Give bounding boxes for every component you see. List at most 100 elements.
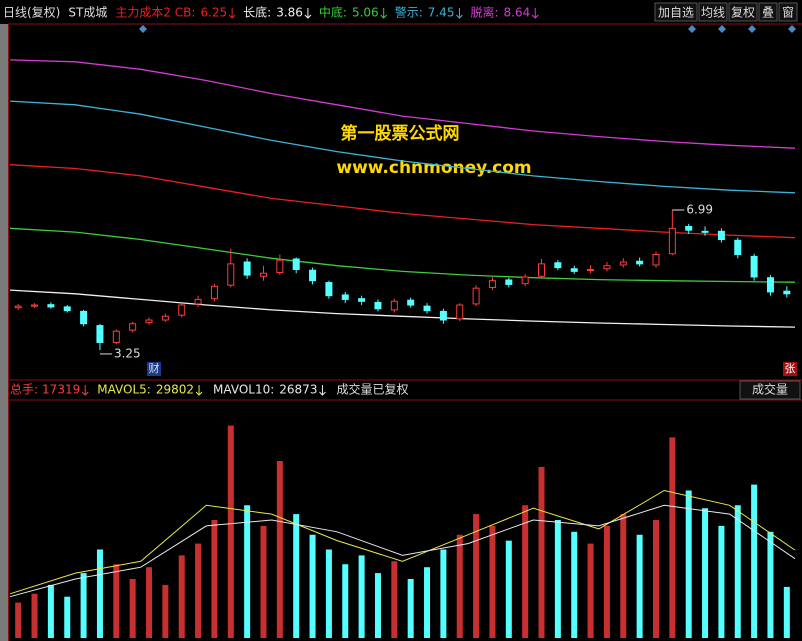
legend-text: 7.45 [428, 6, 455, 20]
arrow-icon [228, 8, 236, 19]
toolbar-button[interactable] [728, 2, 758, 22]
volume-bar [538, 466, 545, 638]
volume-bar [636, 534, 643, 638]
toolbar-button[interactable] [698, 2, 728, 22]
marker-box [783, 362, 797, 376]
candle-body [488, 280, 496, 288]
volume-bar [652, 520, 659, 638]
candle-body [636, 260, 644, 265]
volume-bar [587, 543, 594, 638]
marker: 财 [149, 361, 160, 375]
volume-bar [734, 505, 741, 638]
volume-bar [31, 593, 38, 638]
volume-bar [424, 567, 431, 638]
volume-bar [47, 584, 54, 638]
volume-bar [374, 573, 381, 638]
candle-body [685, 225, 693, 231]
watermark-title: 第一股票公式网 [341, 123, 460, 144]
toolbar-button[interactable] [778, 2, 798, 22]
volume-bar [620, 514, 627, 638]
candle-body [603, 265, 611, 270]
toolbar-button-label: 均线 [701, 6, 725, 20]
volume-bar [669, 437, 676, 638]
candle-body [521, 276, 529, 285]
candle-body [456, 304, 464, 320]
arrow-icon [81, 385, 89, 396]
volume-tab-label: 成交量 [752, 382, 788, 397]
candle-body [701, 230, 709, 233]
toolbar-button[interactable] [654, 2, 698, 22]
diamonds [139, 25, 796, 33]
volume-bar [15, 602, 22, 638]
marker-box [147, 362, 161, 376]
candle-body [407, 299, 415, 306]
legend-text: 日线(复权) [3, 6, 60, 20]
legend-text: 脱离: [470, 5, 498, 20]
low-label: 3.25 [114, 346, 141, 360]
volume-bar [554, 520, 561, 638]
candle-body [309, 269, 317, 282]
volume-bar [162, 584, 169, 638]
arrow-icon [531, 8, 539, 19]
arrow-icon [380, 8, 388, 19]
toolbar-button-label: 复权 [731, 6, 755, 20]
volume-bar [702, 508, 709, 638]
volume-tab[interactable] [739, 380, 801, 400]
legend-text: 3.86 [276, 6, 303, 20]
volume-bar [473, 514, 480, 638]
candle-body [112, 330, 120, 343]
candle-body [734, 239, 742, 256]
candle-body [554, 262, 562, 269]
volume-bar [227, 425, 234, 638]
indicator-line [9, 100, 796, 194]
toolbar-button-label: 窗 [782, 6, 794, 20]
toolbar-button-label: 加自选 [658, 6, 694, 20]
volume-bar [178, 555, 185, 638]
candle-body [423, 305, 431, 312]
candle-body [227, 263, 235, 286]
volume-bar [80, 573, 87, 638]
volume-bar [767, 531, 774, 638]
volume-bar [309, 534, 316, 638]
volume-bar [260, 525, 267, 638]
legend-text: 26873 [279, 383, 317, 397]
volume-bar [489, 525, 496, 638]
volume-bar [751, 484, 758, 638]
volume-bar [325, 549, 332, 638]
volume-bar [96, 549, 103, 638]
volume-bar [146, 567, 153, 638]
candle-body [31, 304, 39, 307]
candle-body [243, 261, 251, 276]
candle-body [587, 268, 595, 271]
candle-body [145, 319, 153, 324]
side-tabs [0, 24, 8, 641]
toolbar-button[interactable] [758, 2, 778, 22]
volume-ma-line [9, 489, 796, 595]
candle-body [178, 304, 186, 316]
candle-body [292, 258, 300, 270]
legend-text: 中底: [319, 5, 347, 20]
volume-bar [276, 461, 283, 638]
legend-text: 6.25 [200, 6, 227, 20]
candle-body [766, 277, 774, 293]
volume-bar [358, 555, 365, 638]
volume-bar [505, 540, 512, 638]
volume-bar [293, 514, 300, 638]
legend-text: 警示: [395, 5, 423, 20]
volume-bar [685, 490, 692, 638]
volume-bar [129, 579, 136, 638]
legend-text: MAVOL10: [213, 383, 274, 397]
volume-bar [195, 543, 202, 638]
candle-body [750, 255, 758, 278]
volume-bar [113, 564, 120, 638]
legend-text: 5.06 [352, 6, 379, 20]
volume-bar [391, 561, 398, 638]
volume-bar [783, 586, 790, 638]
candle-body [472, 287, 480, 305]
arrow-icon [456, 8, 463, 19]
candle-body [570, 268, 578, 272]
watermark-url: www.chnmoney.com [336, 158, 531, 178]
volume-bar [64, 596, 71, 638]
volume-bar [407, 579, 414, 638]
